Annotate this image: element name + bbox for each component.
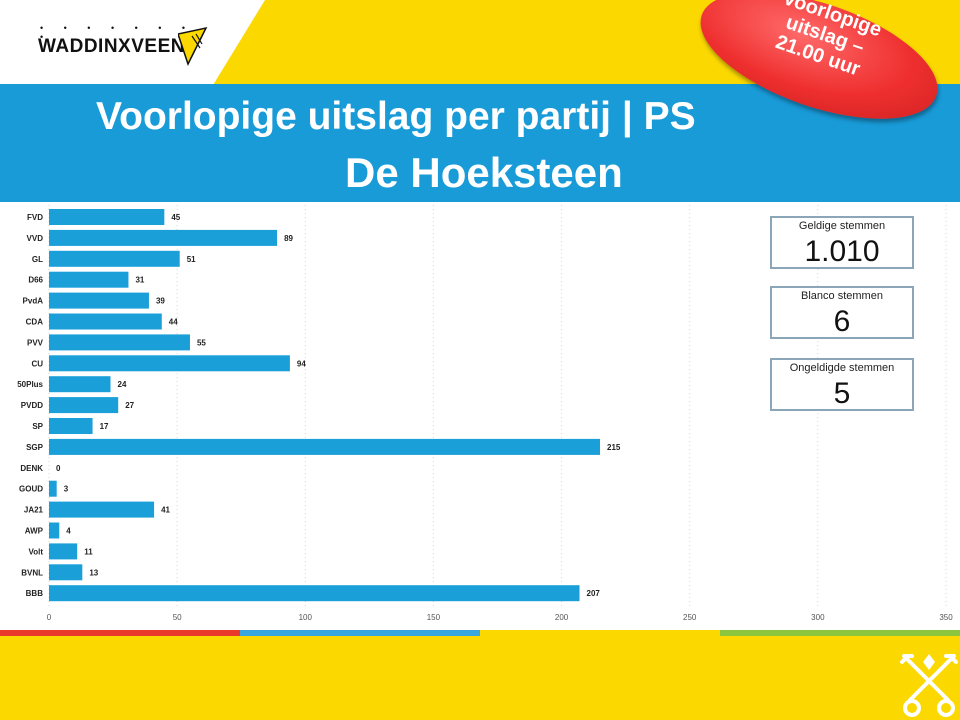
stripe-red <box>0 630 240 637</box>
data-label: 39 <box>156 297 165 306</box>
data-label: 24 <box>118 380 127 389</box>
stripe-blue <box>240 630 480 637</box>
bar <box>49 271 129 288</box>
valid-votes-value: 1.010 <box>804 235 880 268</box>
bar <box>49 585 580 602</box>
bar <box>49 334 190 351</box>
logo-flag-icon <box>178 26 208 66</box>
data-label: 31 <box>135 276 144 285</box>
x-tick-label: 150 <box>427 613 441 622</box>
category-label: AWP <box>25 527 44 536</box>
category-label: 50Plus <box>17 380 43 389</box>
blank-votes-value: 6 <box>833 305 851 338</box>
category-label: GOUD <box>19 485 43 494</box>
bar <box>49 543 78 560</box>
category-label: GL <box>32 255 43 264</box>
bar <box>49 313 162 330</box>
bar <box>49 564 83 581</box>
invalid-votes-label: Ongeldigde stemmen <box>789 362 895 374</box>
chart-background <box>0 202 960 630</box>
category-label: DENK <box>20 464 43 473</box>
category-label: D66 <box>28 276 43 285</box>
data-label: 11 <box>84 547 93 556</box>
bar <box>49 355 290 372</box>
blank-votes-box: Blanco stemmen 6 <box>770 286 914 339</box>
page-title: Voorlopige uitslag per partij | PS <box>96 95 696 138</box>
data-label: 41 <box>161 506 170 515</box>
valid-votes-box: Geldige stemmen 1.010 <box>770 216 914 269</box>
category-label: FVD <box>27 213 43 222</box>
stripe-green <box>720 630 960 637</box>
category-label: CDA <box>26 318 44 327</box>
data-label: 45 <box>171 213 180 222</box>
data-label: 27 <box>125 401 134 410</box>
footer-yellow <box>0 636 960 720</box>
x-tick-label: 250 <box>683 613 697 622</box>
bar <box>49 501 155 518</box>
data-label: 51 <box>187 255 196 264</box>
bar <box>49 376 111 393</box>
data-label: 207 <box>587 589 601 598</box>
data-label: 215 <box>607 443 621 452</box>
data-label: 89 <box>284 234 293 243</box>
category-label: SP <box>32 422 43 431</box>
page-subtitle: De Hoeksteen <box>345 149 623 196</box>
data-label: 13 <box>89 568 98 577</box>
category-label: CU <box>31 359 43 368</box>
valid-votes-label: Geldige stemmen <box>798 220 886 232</box>
category-label: JA21 <box>24 506 44 515</box>
x-tick-label: 200 <box>555 613 569 622</box>
bar <box>49 229 278 246</box>
data-label: 4 <box>66 527 71 536</box>
data-label: 44 <box>169 318 178 327</box>
logo-dots: • • • • • • • • <box>40 23 195 42</box>
bar <box>49 209 165 225</box>
category-label: VVD <box>27 234 44 243</box>
category-label: BBB <box>26 589 44 598</box>
category-label: SGP <box>26 443 44 452</box>
stripe-yellow <box>480 630 720 637</box>
waddinxveen-logo: • • • • • • • • WADDINXVEEN <box>38 22 213 68</box>
bar <box>49 250 180 267</box>
bar <box>49 397 119 414</box>
category-label: BVNL <box>21 568 43 577</box>
invalid-votes-box: Ongeldigde stemmen 5 <box>770 358 914 411</box>
crossed-keys-icon <box>900 654 958 717</box>
blank-votes-label: Blanco stemmen <box>801 290 883 302</box>
category-label: PVDD <box>21 401 43 410</box>
data-label: 94 <box>297 359 306 368</box>
x-tick-label: 300 <box>811 613 825 622</box>
category-label: PVV <box>27 338 44 347</box>
x-tick-label: 0 <box>47 613 52 622</box>
x-tick-label: 350 <box>939 613 953 622</box>
data-label: 0 <box>56 464 61 473</box>
bar <box>49 522 60 539</box>
data-label: 55 <box>197 338 206 347</box>
logo-text: WADDINXVEEN <box>38 36 185 57</box>
invalid-votes-value: 5 <box>833 377 851 410</box>
bar <box>49 438 601 455</box>
bar <box>49 292 149 309</box>
x-tick-label: 50 <box>173 613 182 622</box>
data-label: 3 <box>64 485 69 494</box>
category-label: Volt <box>28 547 43 556</box>
bar <box>49 418 93 434</box>
category-label: PvdA <box>23 297 44 306</box>
x-tick-label: 100 <box>299 613 313 622</box>
data-label: 17 <box>100 422 109 431</box>
bar <box>49 480 57 497</box>
